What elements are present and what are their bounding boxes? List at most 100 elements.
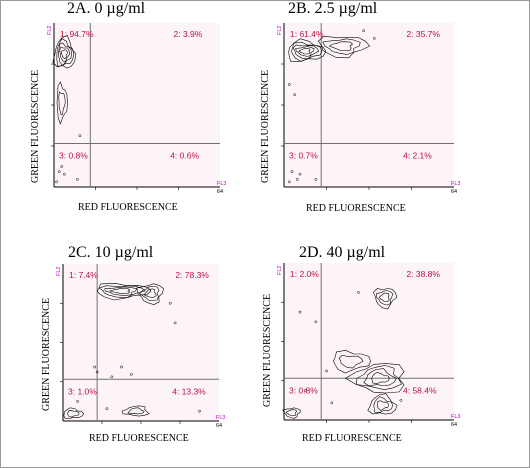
event-point	[105, 407, 109, 411]
contour-line	[291, 41, 323, 62]
contour-line	[52, 34, 77, 69]
contour-line	[317, 35, 371, 59]
event-point	[357, 291, 360, 294]
contour-line	[373, 288, 398, 310]
x-channel-label: FL3	[451, 181, 460, 187]
plot-area	[54, 23, 220, 187]
quadrant-1-label: 1: 2.0%	[290, 269, 319, 279]
y-channel-label: FL2	[277, 266, 283, 275]
event-point	[287, 180, 291, 184]
event-point	[173, 321, 177, 325]
quadrant-3-label: 3: 0.8%	[59, 150, 88, 160]
panel-2c-title: 2C. 10 µg/ml	[68, 244, 154, 261]
event-point	[303, 389, 307, 392]
event-point	[75, 177, 79, 181]
quadrant-1-label: 1: 7.4%	[69, 270, 98, 280]
contour-line	[378, 292, 390, 302]
contour-line	[139, 286, 160, 301]
event-point	[63, 172, 66, 176]
event-point	[325, 369, 328, 373]
contour-line	[345, 363, 405, 394]
contour-line	[56, 81, 68, 125]
panel-2b-title: 2B. 2.5 µg/ml	[288, 0, 378, 17]
event-point	[168, 301, 172, 305]
contour-line	[282, 407, 301, 419]
event-point	[95, 370, 99, 374]
event-point	[198, 409, 201, 413]
contour-line	[285, 409, 298, 417]
contour-line	[136, 283, 164, 306]
x-max-tick-label: 64	[451, 189, 457, 195]
panel-2a-title: 2A. 0 µg/ml	[67, 0, 146, 17]
event-point	[372, 37, 376, 40]
quadrant-1-label: 1: 61.4%	[290, 29, 324, 39]
contour-line	[338, 355, 364, 369]
contour-line	[371, 371, 390, 384]
quadrant-2-label: 2: 35.7%	[406, 29, 440, 39]
quadrant-4-label: 4: 58.4%	[403, 385, 437, 395]
event-point	[330, 401, 334, 405]
panel-3-plot: 1: 7.4% 2: 78.3% 3: 1.0% 4: 13.3% FL2 FL3 64	[56, 264, 225, 429]
contour-line	[292, 44, 320, 60]
plot-area	[284, 263, 454, 420]
contour-line	[67, 409, 80, 418]
contour-line	[373, 396, 394, 413]
contour-line	[60, 49, 68, 59]
event-point	[60, 165, 64, 168]
contour-line	[333, 349, 371, 374]
x-max-tick-label: 64	[217, 189, 223, 195]
quadrant-3-label: 3: 0.8%	[289, 385, 318, 395]
contour-line	[363, 368, 397, 387]
event-point	[298, 310, 302, 314]
event-point	[295, 177, 299, 181]
contour-line	[104, 286, 138, 296]
contour-line	[328, 41, 353, 51]
panel-1-plot: 1: 94.7% 2: 3.9% 3: 0.8% 4: 0.6% FL2 FL3 64	[47, 23, 226, 195]
quadrant-3-label: 3: 0.7%	[289, 150, 318, 160]
event-point	[399, 399, 403, 402]
quadrant-4-label: 4: 2.1%	[403, 150, 432, 160]
contour-line	[288, 38, 327, 62]
event-point	[93, 365, 97, 369]
quadrant-3-label: 3: 1.0%	[68, 386, 97, 396]
contour-line	[98, 285, 146, 299]
quadrant-2-label: 2: 3.9%	[174, 29, 203, 39]
quadrant-1-label: 1: 94.7%	[60, 29, 94, 39]
contour-line	[63, 407, 85, 419]
x-channel-label: FL3	[216, 415, 225, 421]
event-point	[55, 180, 58, 184]
event-point	[362, 29, 366, 33]
contour-line	[322, 38, 361, 55]
contour-line	[96, 282, 152, 301]
contour-line	[367, 393, 398, 415]
panel-2b-xlabel: RED FLUORESCENCE	[306, 203, 406, 214]
contour-line	[355, 365, 402, 391]
panel-2c-xlabel: RED FLUORESCENCE	[89, 433, 189, 444]
plot-area	[284, 23, 454, 187]
contour-line	[298, 48, 311, 55]
event-point	[78, 134, 82, 138]
y-channel-label: FL2	[277, 26, 283, 35]
panel-2d-xlabel: RED FLUORESCENCE	[302, 433, 402, 444]
contour-line	[56, 38, 75, 67]
quadrant-2-label: 2: 78.3%	[175, 270, 209, 280]
panel-4-plot: 1: 2.0% 2: 38.8% 3: 0.8% 4: 58.4% FL2 FL3 64	[277, 263, 460, 428]
x-max-tick-label: 64	[451, 422, 457, 428]
contour-line	[144, 288, 157, 298]
quadrant-4-label: 4: 0.6%	[170, 150, 199, 160]
event-point	[57, 170, 61, 173]
contour-line	[59, 46, 71, 63]
contour-line	[376, 400, 389, 411]
panel-2a-xlabel: RED FLUORESCENCE	[78, 202, 178, 213]
x-max-tick-label: 64	[216, 423, 222, 429]
panel-2-plot: 1: 61.4% 2: 35.7% 3: 0.7% 4: 2.1% FL2 FL3 64	[277, 23, 460, 195]
contour-line	[58, 91, 66, 116]
contour-line	[109, 288, 131, 294]
quadrant-2-label: 2: 38.8%	[406, 269, 440, 279]
quadrant-4-label: 4: 13.3%	[172, 386, 206, 396]
event-point	[110, 375, 114, 379]
plot-area	[63, 264, 219, 421]
contour-line	[127, 407, 145, 415]
event-point	[129, 373, 133, 376]
